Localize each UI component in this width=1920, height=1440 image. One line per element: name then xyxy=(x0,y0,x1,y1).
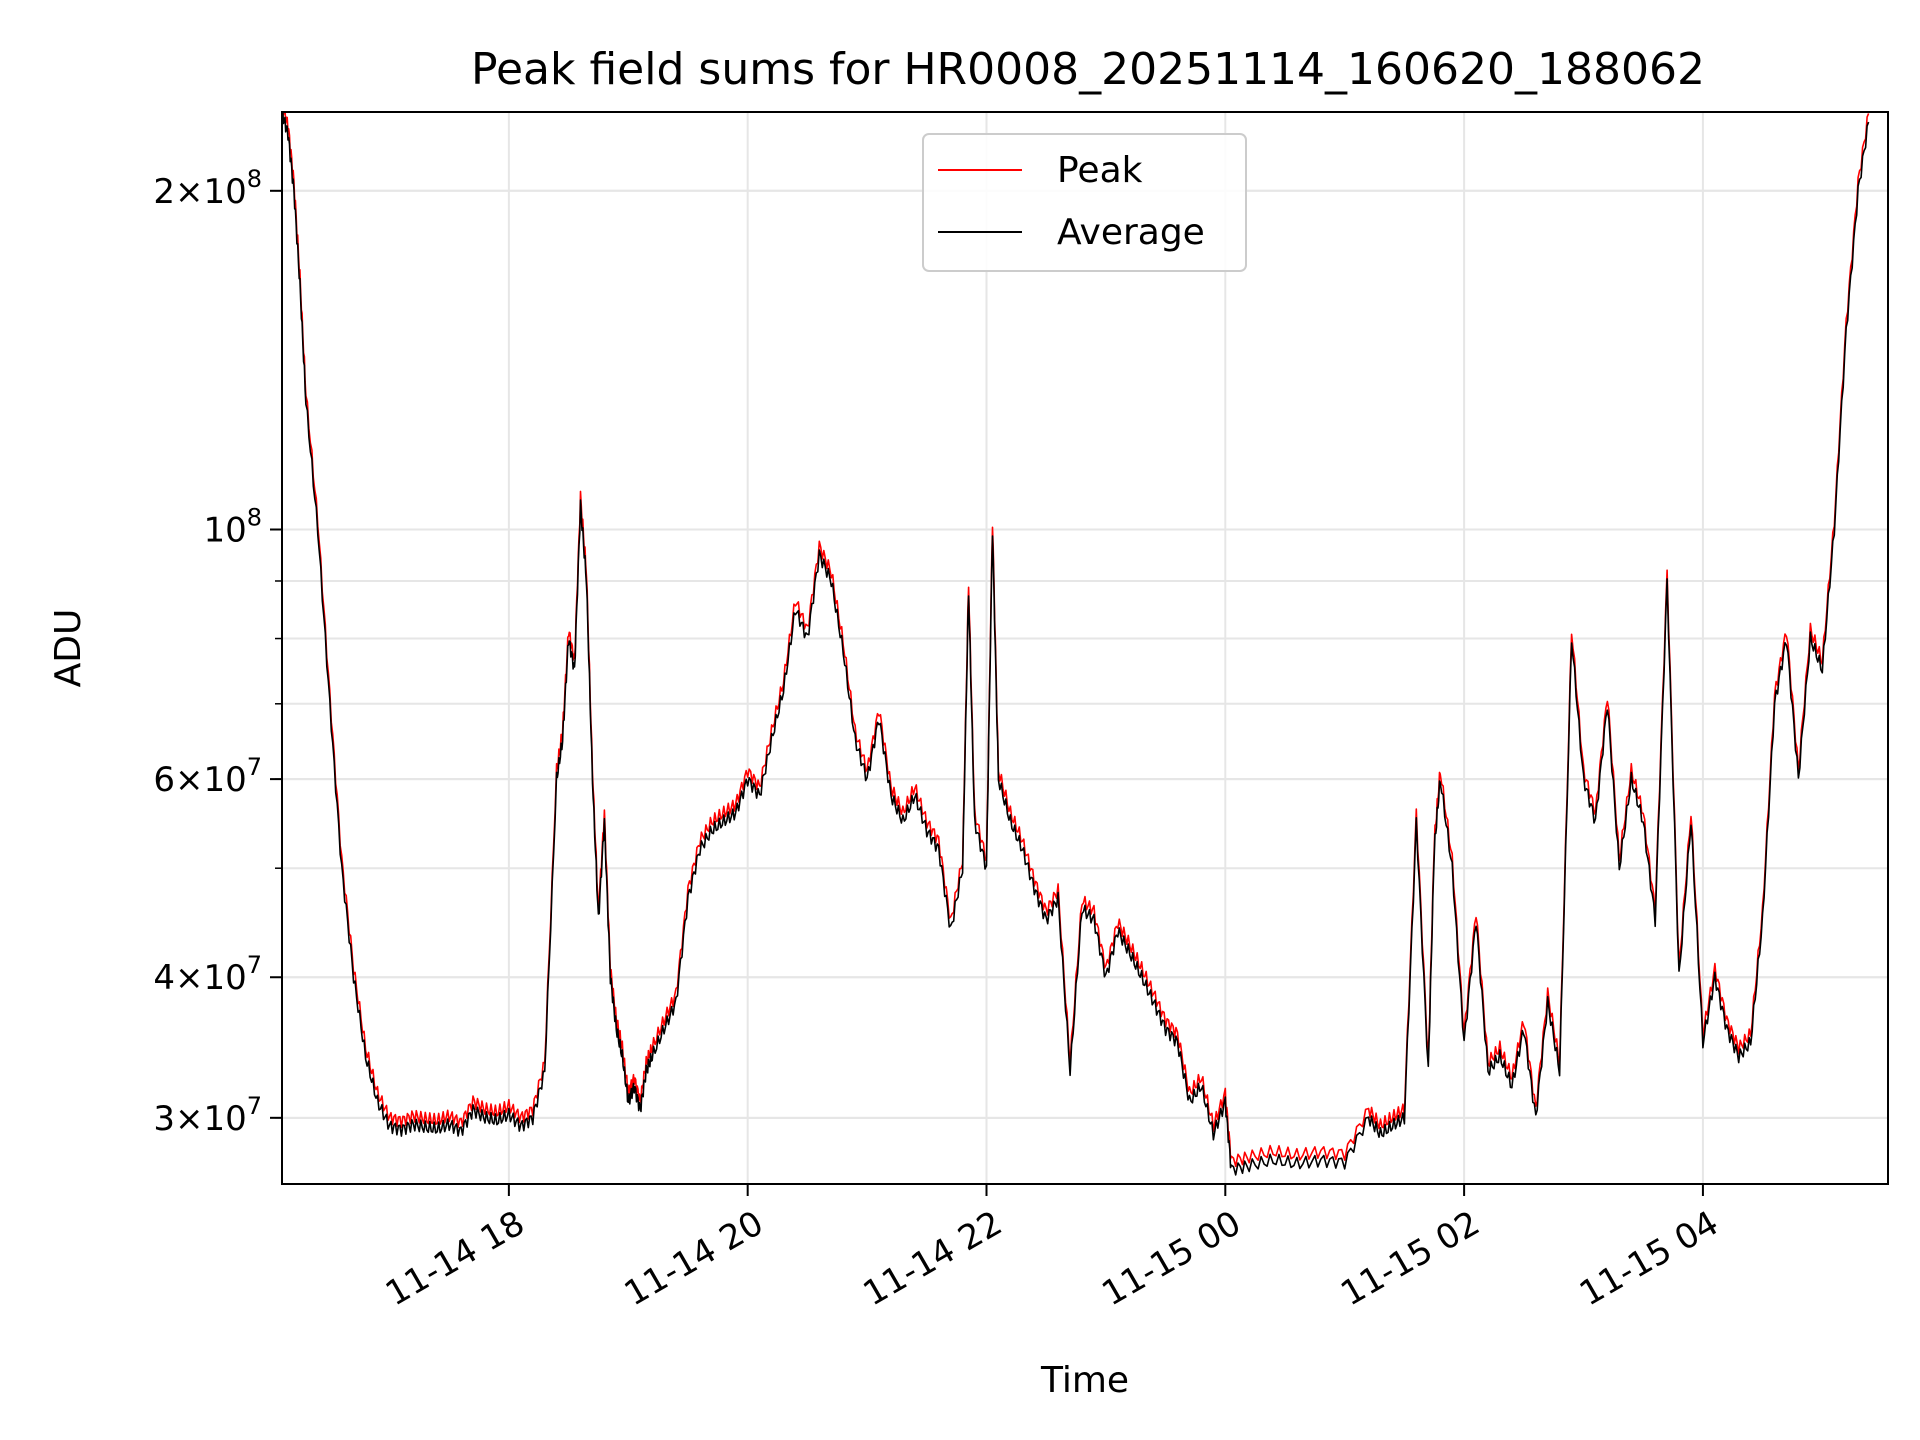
legend-average-label: Average xyxy=(1057,212,1205,253)
y-tick-label-1: 108 xyxy=(203,504,262,551)
legend-box xyxy=(922,133,1247,272)
y-ticks: 2×108 108 6×107 4×107 3×107 xyxy=(153,165,282,1139)
y-tick-label-4: 3×107 xyxy=(153,1092,262,1139)
x-tick-label-0: 11-14 18 xyxy=(379,1203,531,1314)
y-tick-label-0: 2×108 xyxy=(153,165,262,212)
x-tick-label-1: 11-14 20 xyxy=(618,1203,770,1314)
legend: Peak Average xyxy=(922,133,1247,272)
plot-frame xyxy=(281,111,1889,1185)
x-tick-label-2: 11-14 22 xyxy=(857,1203,1009,1314)
grid xyxy=(282,112,1888,1184)
chart-title: Peak field sums for HR0008_20251114_1606… xyxy=(471,44,1705,95)
x-tick-label-5: 11-15 04 xyxy=(1573,1203,1725,1314)
legend-peak-label: Peak xyxy=(1057,150,1143,191)
series-line-average xyxy=(282,112,1870,1176)
y-tick-label-3: 4×107 xyxy=(153,951,262,998)
plot-series xyxy=(282,112,1870,1176)
x-axis-label: Time xyxy=(1040,1360,1129,1401)
y-axis-label: ADU xyxy=(48,609,89,688)
x-ticks: 11-14 18 11-14 20 11-14 22 11-15 00 11-15 02… xyxy=(379,1184,1725,1314)
x-tick-label-3: 11-15 00 xyxy=(1095,1203,1247,1314)
x-tick-label-4: 11-15 02 xyxy=(1334,1203,1486,1314)
y-tick-label-2: 6×107 xyxy=(153,753,262,800)
